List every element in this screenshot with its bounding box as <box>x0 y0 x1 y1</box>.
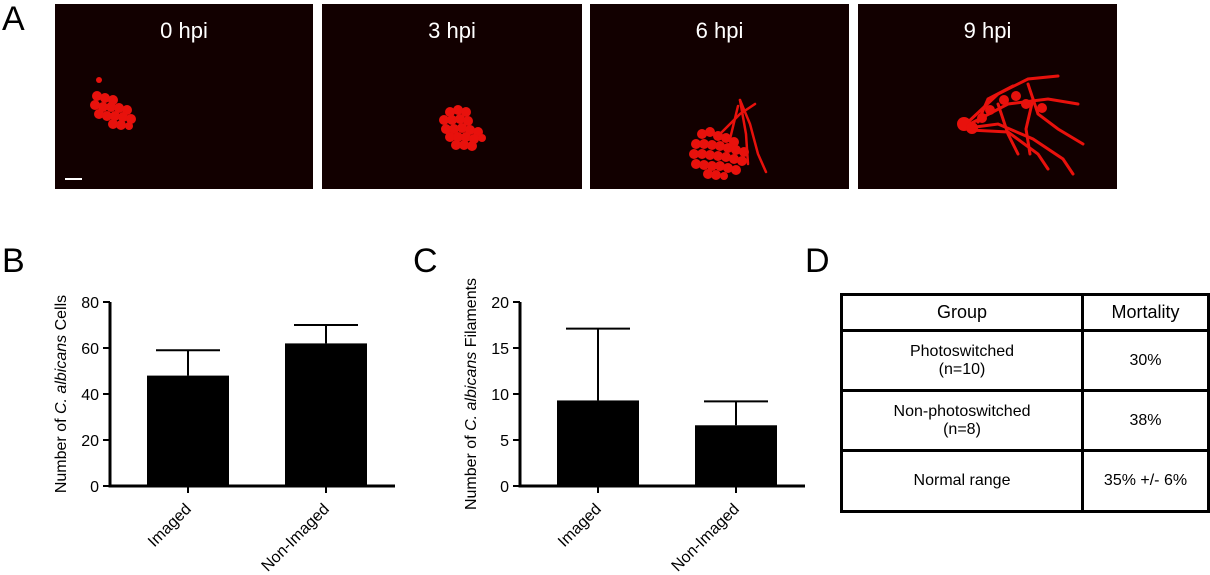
y-tick-label: 0 <box>500 479 509 496</box>
x-tick-label: Imaged <box>555 501 605 551</box>
timepoint-label: 0 hpi <box>160 18 208 43</box>
fungal-cluster-image <box>689 98 768 180</box>
bar <box>285 343 367 486</box>
mortality-cell: 35% +/- 6% <box>1081 449 1210 513</box>
bar <box>695 425 777 486</box>
x-tick-label: Imaged <box>145 501 195 551</box>
micrograph-6hpi: 6 hpi <box>590 4 849 189</box>
panel-label-c: C <box>413 242 438 280</box>
y-tick-label: 5 <box>500 433 509 450</box>
cells-bar-chart: 0 20 40 60 80 Imaged Non-Imaged Number of C. al… <box>53 295 395 575</box>
y-axis-label: Number of C. albicans Filaments <box>463 278 480 510</box>
group-name: Photoswitched <box>909 342 1015 360</box>
bar <box>557 400 639 486</box>
mortality-cell: 38% <box>1081 389 1210 452</box>
header-mortality: Mortality <box>1081 293 1210 332</box>
y-tick-label: 60 <box>81 341 99 358</box>
fungal-cluster-image <box>957 74 1085 176</box>
table-row: Normal range 35% +/- 6% <box>840 449 1210 513</box>
micrograph-9hpi: 9 hpi <box>858 4 1117 189</box>
y-axis-label: Number of C. albicans Cells <box>53 295 70 493</box>
group-cell: Normal range <box>840 449 1084 513</box>
bar <box>147 375 229 486</box>
filaments-bar-chart: 0 5 10 15 20 Imaged Non-Imaged Number of C. alb… <box>463 278 805 575</box>
y-tick-label: 20 <box>491 295 509 312</box>
y-tick-label: 20 <box>81 433 99 450</box>
fungal-cluster-image <box>90 77 136 130</box>
group-n: (n=10) <box>938 360 986 378</box>
mortality-table: Group Mortality Photoswitched (n=10) 30%… <box>840 293 1210 513</box>
group-name: Non-photoswitched <box>893 402 1031 420</box>
y-tick-label: 0 <box>90 479 99 496</box>
y-tick-label: 10 <box>491 387 509 404</box>
y-tick-label: 80 <box>81 295 99 312</box>
y-tick-label: 40 <box>81 387 99 404</box>
table-header-row: Group Mortality <box>840 293 1210 332</box>
table-row: Photoswitched (n=10) 30% <box>840 329 1210 392</box>
group-cell: Photoswitched (n=10) <box>840 329 1084 392</box>
y-tick-label: 15 <box>491 341 509 358</box>
group-cell: Non-photoswitched (n=8) <box>840 389 1084 452</box>
micrograph-3hpi: 3 hpi <box>322 4 582 189</box>
timepoint-label: 6 hpi <box>695 18 744 43</box>
group-name: Normal range <box>913 472 1011 489</box>
timepoint-label: 3 hpi <box>428 18 476 43</box>
table-row: Non-photoswitched (n=8) 38% <box>840 389 1210 452</box>
group-n: (n=8) <box>943 420 981 438</box>
mortality-cell: 30% <box>1081 329 1210 392</box>
scale-bar <box>65 178 82 180</box>
header-group: Group <box>840 293 1084 332</box>
panel-label-a: A <box>2 0 25 38</box>
fungal-cluster-image <box>439 105 486 151</box>
x-tick-label: Non-Imaged <box>669 501 743 575</box>
micrograph-0hpi: 0 hpi <box>55 4 313 189</box>
timepoint-label: 9 hpi <box>963 18 1012 43</box>
panel-label-b: B <box>2 242 25 280</box>
panel-label-d: D <box>805 242 830 280</box>
x-tick-label: Non-Imaged <box>259 501 333 575</box>
